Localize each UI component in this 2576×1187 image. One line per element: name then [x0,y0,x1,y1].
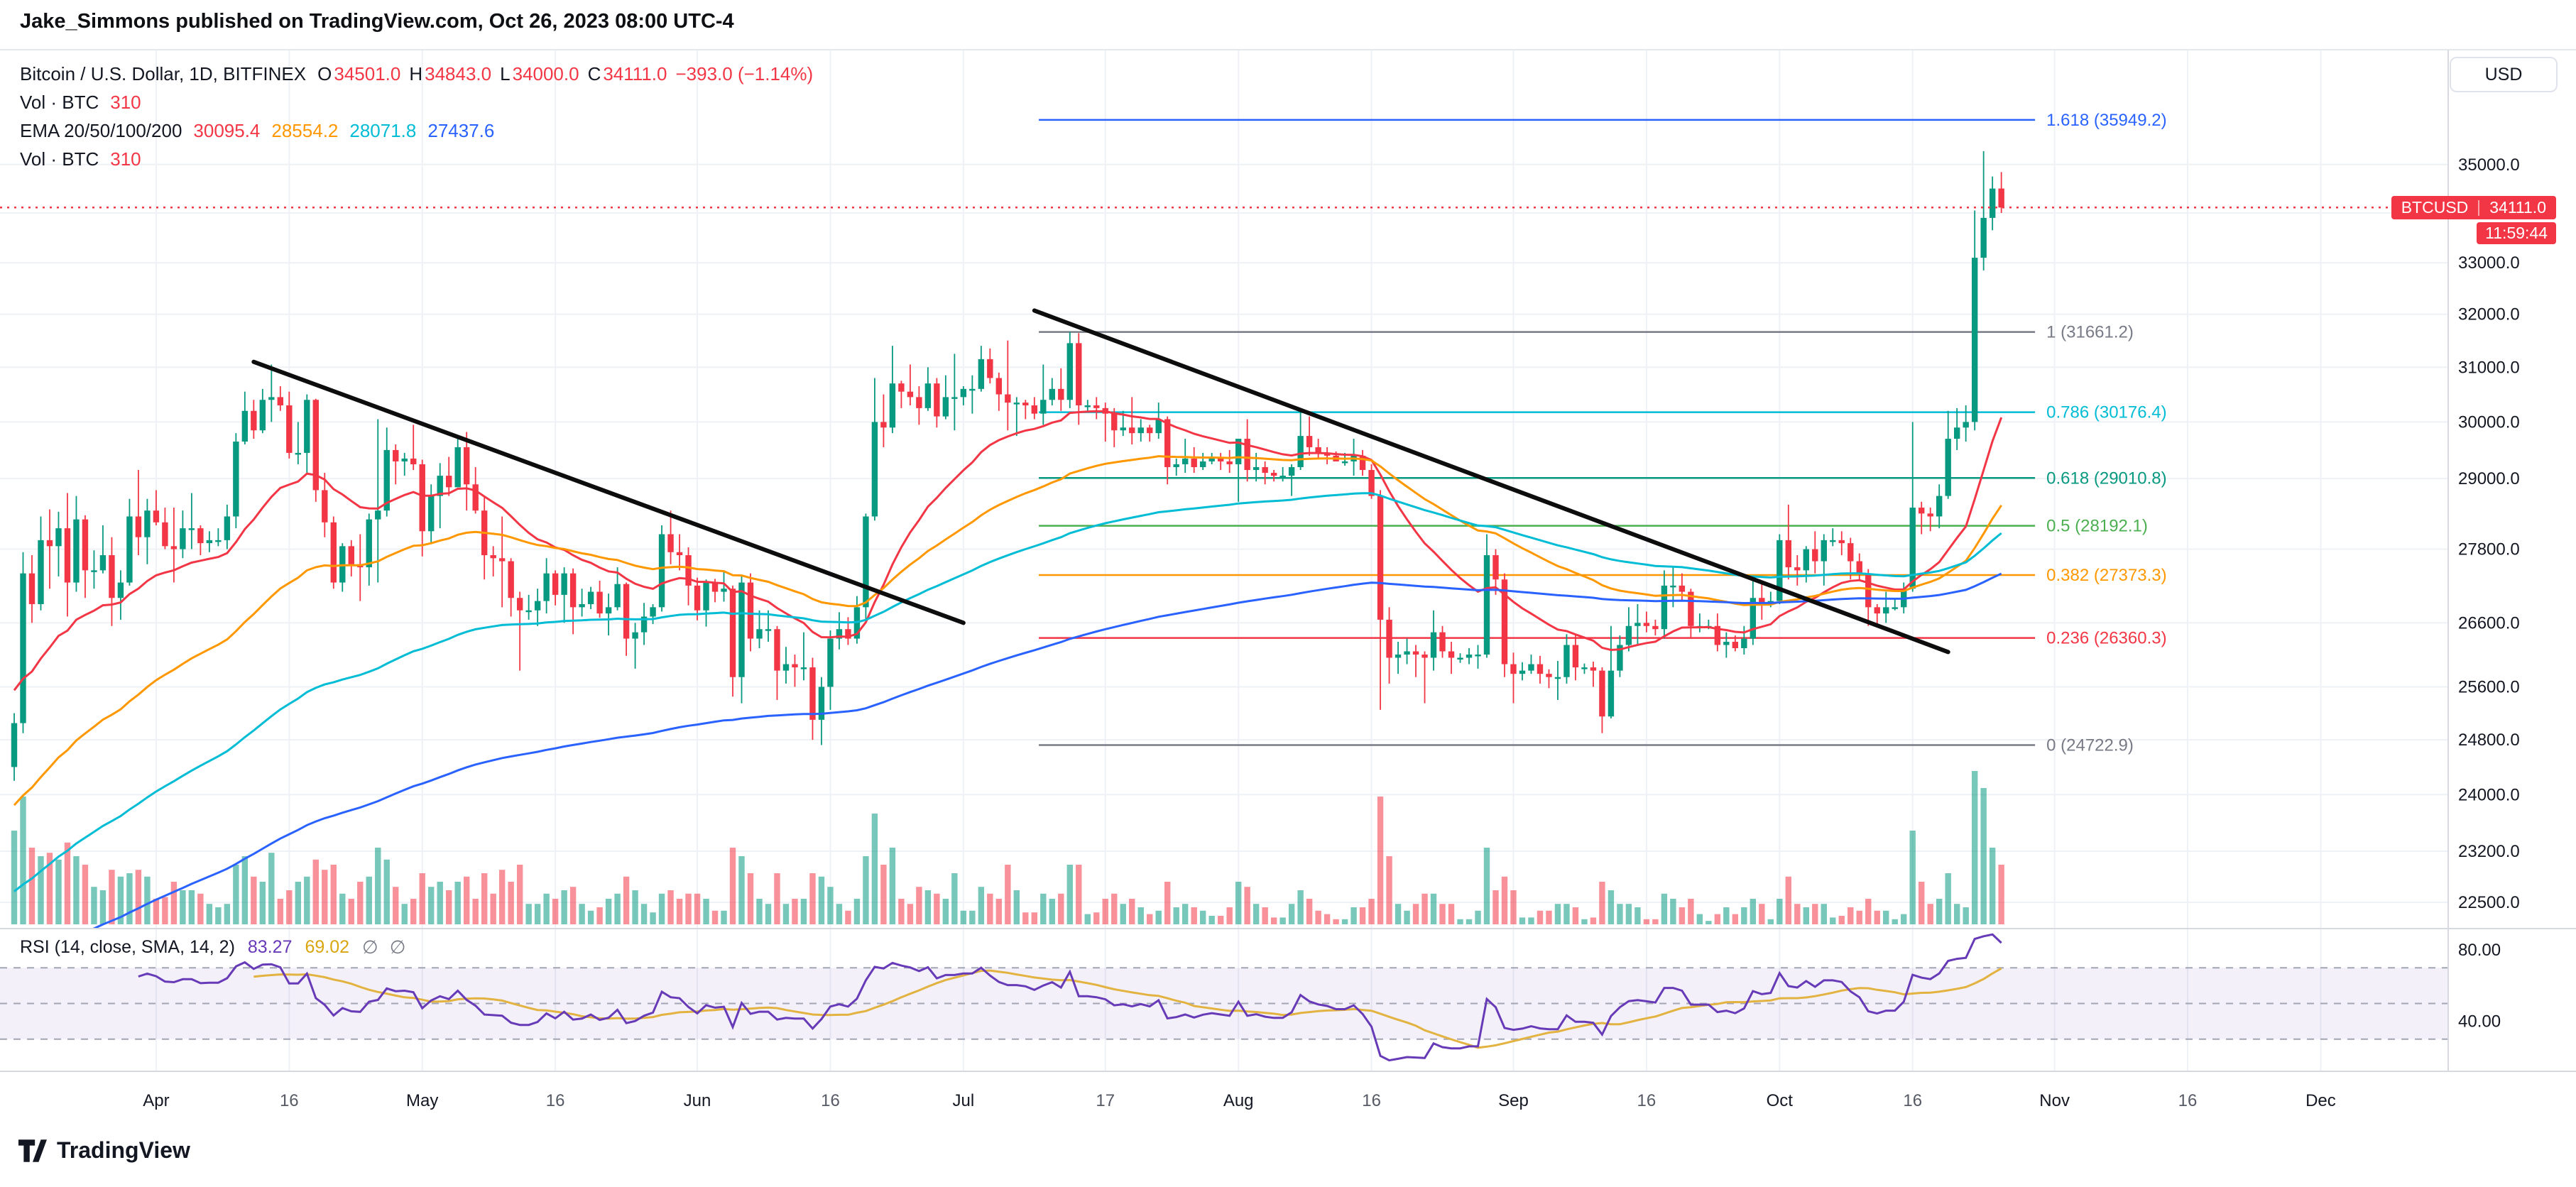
price-axis[interactable]: 35000.034000.033000.032000.031000.030000… [2458,155,2520,1032]
svg-text:Apr: Apr [143,1091,169,1110]
svg-text:35000.0: 35000.0 [2458,155,2520,175]
current-price-badge[interactable]: BTCUSD 34111.0 [2391,196,2556,219]
svg-text:29000.0: 29000.0 [2458,469,2520,488]
ema-legend-row[interactable]: EMA 20/50/100/200 30095.4 28554.2 28071.… [20,116,813,145]
svg-text:1 (31661.2): 1 (31661.2) [2046,323,2134,342]
svg-text:Dec: Dec [2305,1091,2336,1110]
svg-text:Sep: Sep [1498,1091,1529,1110]
svg-text:33000.0: 33000.0 [2458,253,2520,273]
badge-symbol: BTCUSD [2401,198,2469,217]
volume-label-2: Vol · BTC [20,148,99,170]
time-axis[interactable]: Apr 16 May 16 Jun 16 Jul 17 Aug 16 Sep 16 Oct 16 Nov 16… [143,1091,2336,1110]
volume-legend-row-2[interactable]: Vol · BTC 310 [20,145,813,173]
ema100-value: 28071.8 [349,119,417,141]
symbol-legend-row[interactable]: Bitcoin / U.S. Dollar, 1D, BITFINEX O 345… [20,60,813,88]
svg-text:24800.0: 24800.0 [2458,731,2520,750]
symbol-title: Bitcoin / U.S. Dollar, 1D, BITFINEX [20,62,307,84]
candlesticks[interactable] [11,151,2004,781]
ema200-value: 27437.6 [427,119,495,141]
ohlc-values: O 34501.0 H 34843.0 L 34000.0 C 34111.0 −393… [317,63,813,85]
chart-legend: Bitcoin / U.S. Dollar, 1D, BITFINEX O 345… [20,60,813,173]
svg-text:16: 16 [1637,1091,1657,1110]
svg-text:25600.0: 25600.0 [2458,677,2520,696]
ema50-value: 28554.2 [271,119,339,141]
low-label: L [500,62,511,84]
empty-set-icon: ∅ [389,936,406,958]
ema-label: EMA 20/50/100/200 [20,119,182,141]
bar-countdown-badge: 11:59:44 [2477,222,2556,244]
currency-toggle-button[interactable]: USD [2450,57,2558,92]
svg-text:16: 16 [1903,1091,1922,1110]
svg-text:0 (24722.9): 0 (24722.9) [2046,735,2134,755]
open-label: O [317,62,332,84]
pane-separators [0,49,2576,1072]
svg-text:Jun: Jun [684,1091,711,1110]
svg-text:23200.0: 23200.0 [2458,842,2520,861]
open-value: 34501.0 [334,62,401,84]
svg-text:0.786 (30176.4): 0.786 (30176.4) [2046,403,2166,422]
volume-value: 310 [110,91,141,113]
high-value: 34843.0 [425,62,492,84]
ema-lines[interactable] [13,410,2003,968]
svg-text:0.5 (28192.1): 0.5 (28192.1) [2046,517,2148,536]
svg-text:0.236 (26360.3): 0.236 (26360.3) [2046,629,2166,648]
svg-text:16: 16 [2178,1091,2198,1110]
empty-set-icon: ∅ [362,936,378,958]
tradingview-attribution[interactable]: TradingView [18,1137,190,1164]
svg-text:16: 16 [280,1091,299,1110]
tradingview-wordmark: TradingView [57,1137,190,1163]
svg-text:40.00: 40.00 [2458,1012,2501,1032]
svg-text:24000.0: 24000.0 [2458,785,2520,804]
svg-text:Aug: Aug [1223,1091,1254,1110]
change-value: −393.0 (−1.14%) [675,62,814,84]
svg-text:0.618 (29010.8): 0.618 (29010.8) [2046,469,2166,488]
rsi-label: RSI (14, close, SMA, 14, 2) [20,936,235,957]
rsi-value: 83.27 [247,936,293,957]
badge-divider [2478,199,2480,216]
svg-text:31000.0: 31000.0 [2458,358,2520,377]
rsi-pane[interactable] [0,933,2448,1062]
badge-price: 34111.0 [2489,198,2546,217]
svg-text:32000.0: 32000.0 [2458,305,2520,324]
svg-text:27800.0: 27800.0 [2458,540,2520,559]
svg-text:16: 16 [1362,1091,1381,1110]
fib-retracement[interactable]: 1.618 (35949.2) 1 (31661.2) 0.786 (30176.4… [1039,111,2167,755]
svg-text:0.382 (27373.3): 0.382 (27373.3) [2046,566,2166,585]
svg-text:May: May [406,1091,438,1110]
svg-text:26600.0: 26600.0 [2458,613,2520,633]
volume-bars [11,771,2004,924]
rsi-legend-row[interactable]: RSI (14, close, SMA, 14, 2) 83.27 69.02 … [20,934,405,960]
tradingview-logo-icon [18,1139,47,1162]
close-label: C [587,62,601,84]
svg-text:Oct: Oct [1767,1091,1794,1110]
ema20-value: 30095.4 [193,119,261,141]
volume-label: Vol · BTC [20,91,99,113]
volume-value-2: 310 [110,148,141,170]
low-value: 34000.0 [512,62,579,84]
svg-text:30000.0: 30000.0 [2458,412,2520,432]
trend-lines[interactable] [251,308,1950,655]
svg-text:Jul: Jul [953,1091,975,1110]
high-label: H [409,62,423,84]
volume-legend-row-1[interactable]: Vol · BTC 310 [20,88,813,116]
svg-text:22500.0: 22500.0 [2458,893,2520,912]
rsi-sma-value: 69.02 [305,936,350,957]
close-value: 34111.0 [603,62,667,84]
svg-text:16: 16 [546,1091,565,1110]
svg-text:80.00: 80.00 [2458,941,2501,960]
svg-text:16: 16 [821,1091,840,1110]
svg-text:17: 17 [1096,1091,1115,1110]
svg-text:1.618 (35949.2): 1.618 (35949.2) [2046,111,2166,130]
publish-header: Jake_Simmons published on TradingView.co… [20,10,734,33]
svg-text:Nov: Nov [2039,1091,2070,1110]
